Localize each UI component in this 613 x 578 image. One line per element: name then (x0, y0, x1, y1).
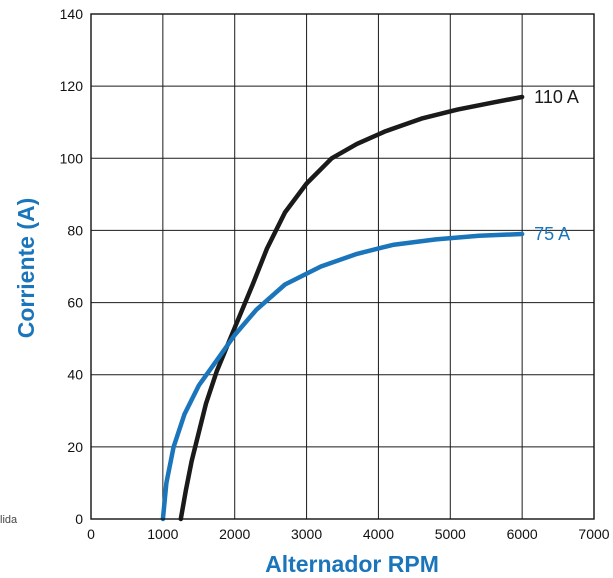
y-tick-label: 120 (60, 78, 84, 94)
series-label-0: 110 A (534, 87, 579, 107)
grid (90, 13, 595, 520)
series-labels: 110 A 75 A (534, 87, 579, 244)
x-tick-labels: 0 1000 2000 3000 4000 5000 6000 7000 (87, 526, 610, 542)
x-tick-label: 5000 (435, 526, 466, 542)
y-tick-label: 80 (67, 222, 83, 238)
y-axis-title: Corriente (A) (13, 198, 39, 339)
plot-frame (90, 13, 595, 520)
series-line-1 (160, 231, 525, 522)
x-tick-label: 3000 (291, 526, 322, 542)
y-tick-label: 100 (60, 150, 84, 166)
x-tick-label: 1000 (147, 526, 178, 542)
x-tick-label: 6000 (507, 526, 538, 542)
y-tick-label: 140 (60, 6, 84, 22)
left-edge-fragment-text: lida (0, 514, 18, 526)
y-tick-label: 20 (67, 439, 83, 455)
x-tick-label: 2000 (219, 526, 250, 542)
y-tick-label: 60 (67, 295, 83, 311)
y-tick-labels: 0 20 40 60 80 100 120 140 (60, 6, 84, 527)
x-axis-title: Alternador RPM (265, 551, 439, 577)
y-tick-label: 0 (75, 511, 83, 527)
series-label-1: 75 A (534, 224, 570, 244)
x-tick-label: 7000 (578, 526, 609, 542)
y-tick-label: 40 (67, 367, 83, 383)
x-tick-label: 4000 (363, 526, 394, 542)
series-line-0 (178, 94, 525, 522)
x-tick-label: 0 (87, 526, 95, 542)
series-lines (160, 94, 525, 522)
